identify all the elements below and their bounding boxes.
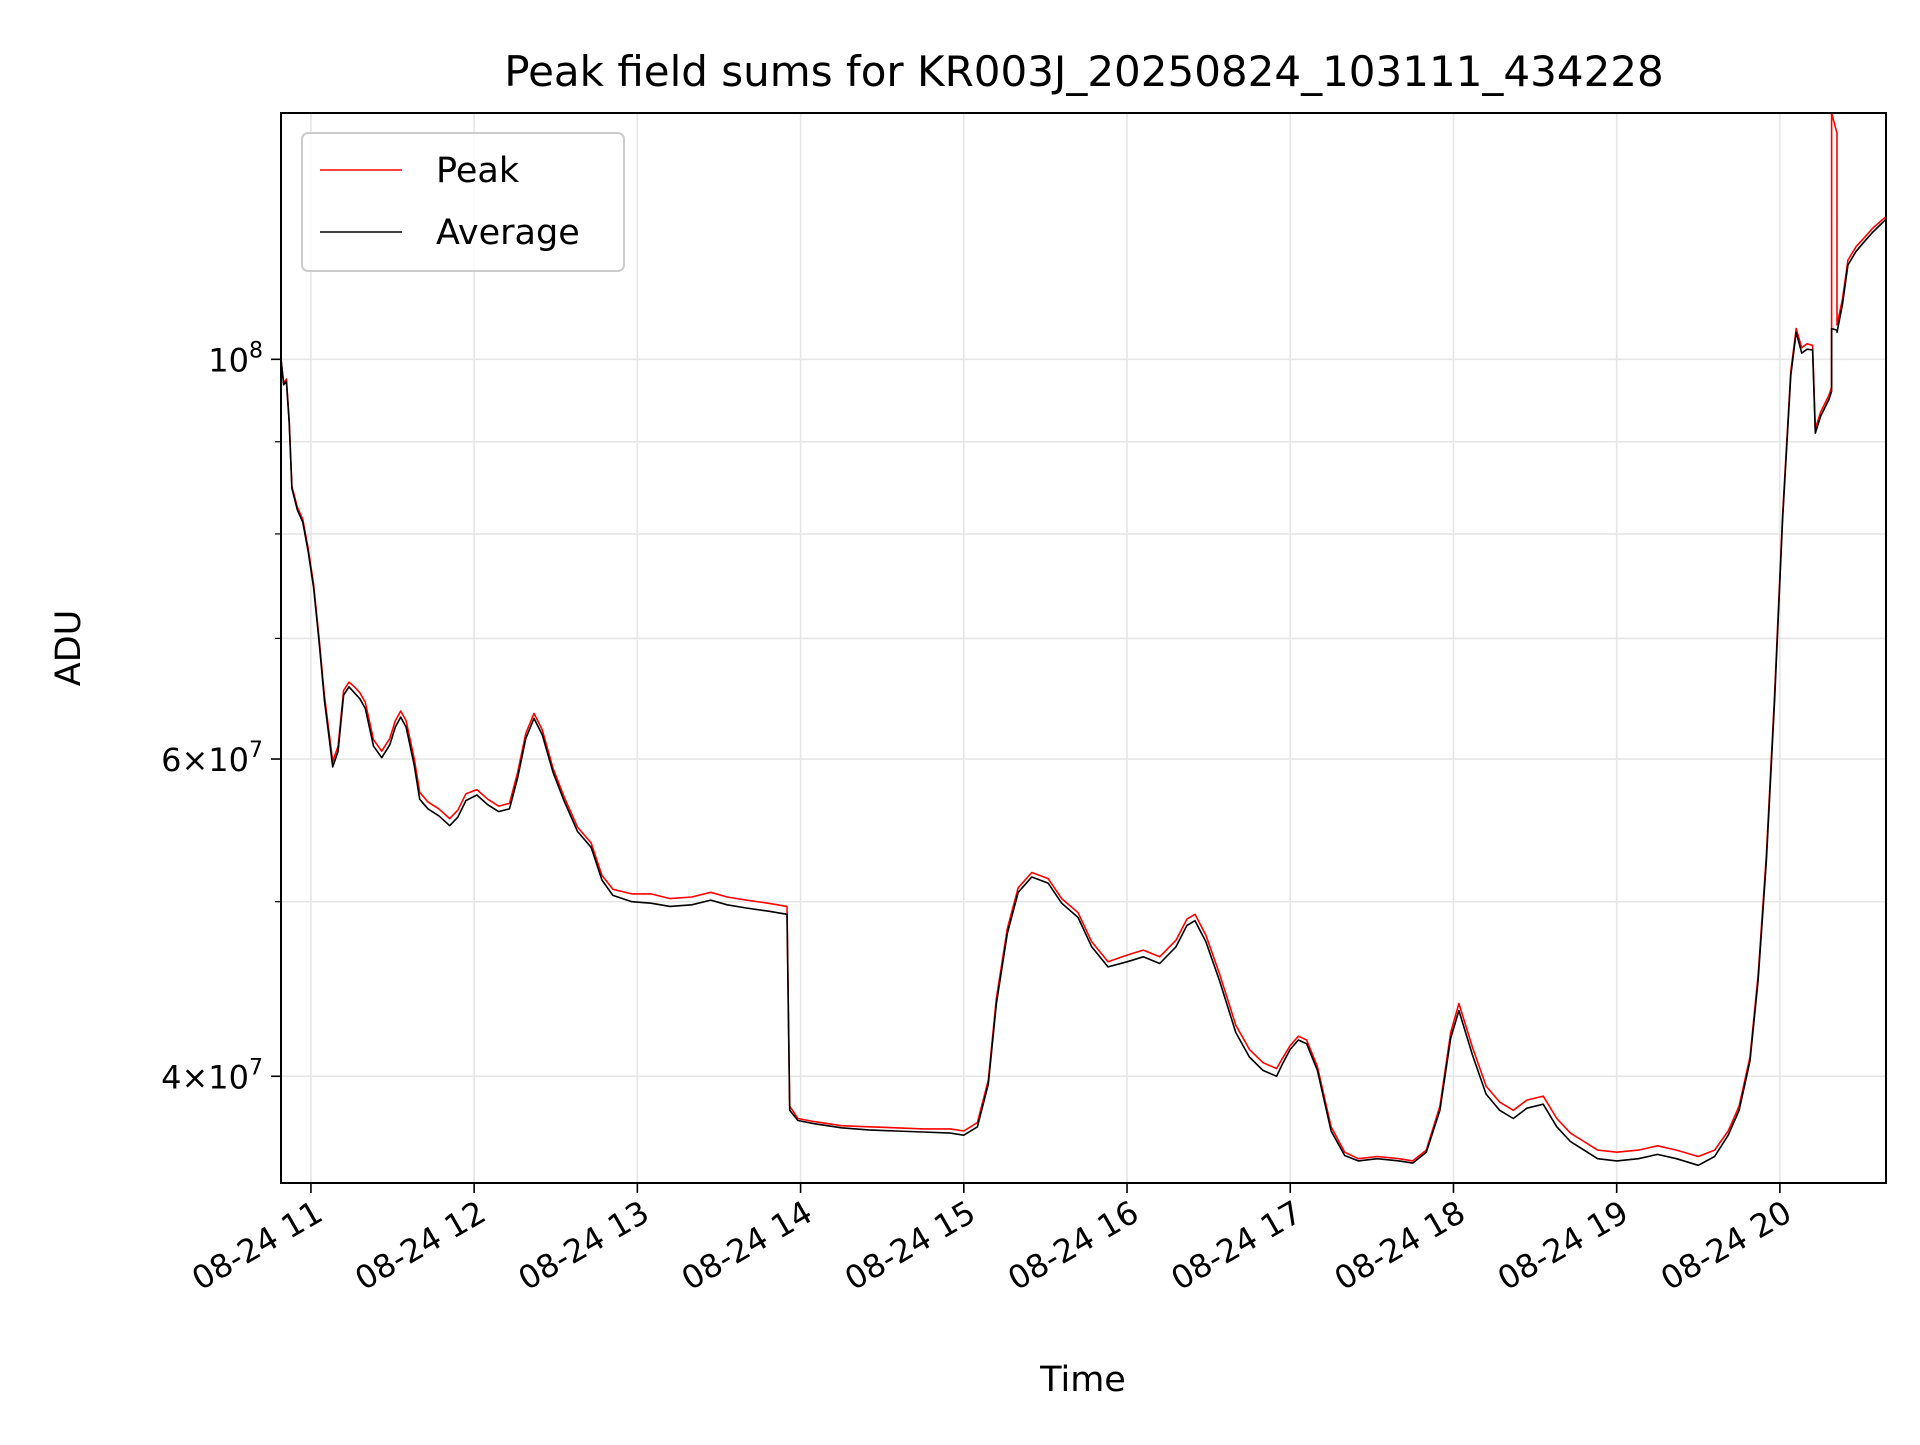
series-line-average (281, 218, 1886, 1167)
legend-label-peak: Peak (436, 151, 520, 191)
series-line-peak (281, 113, 1886, 1162)
legend-box (301, 132, 625, 272)
plot-frame (280, 112, 1887, 1184)
y-tick-label: 108 (208, 338, 263, 379)
legend-label-average: Average (436, 213, 580, 253)
grid-lines (281, 113, 1886, 1183)
y-axis-label: ADU (49, 610, 89, 687)
chart-title: Peak field sums for KR003J_20250824_1031… (504, 47, 1664, 96)
legend: Peak Average (301, 132, 625, 272)
series-lines (281, 113, 1886, 1167)
y-tick-label: 6×107 (161, 738, 263, 779)
y-axis-ticks: 4×107 6×107 108 (161, 338, 281, 1096)
y-tick-label: 4×107 (161, 1055, 263, 1096)
x-axis-label: Time (1039, 1360, 1126, 1400)
